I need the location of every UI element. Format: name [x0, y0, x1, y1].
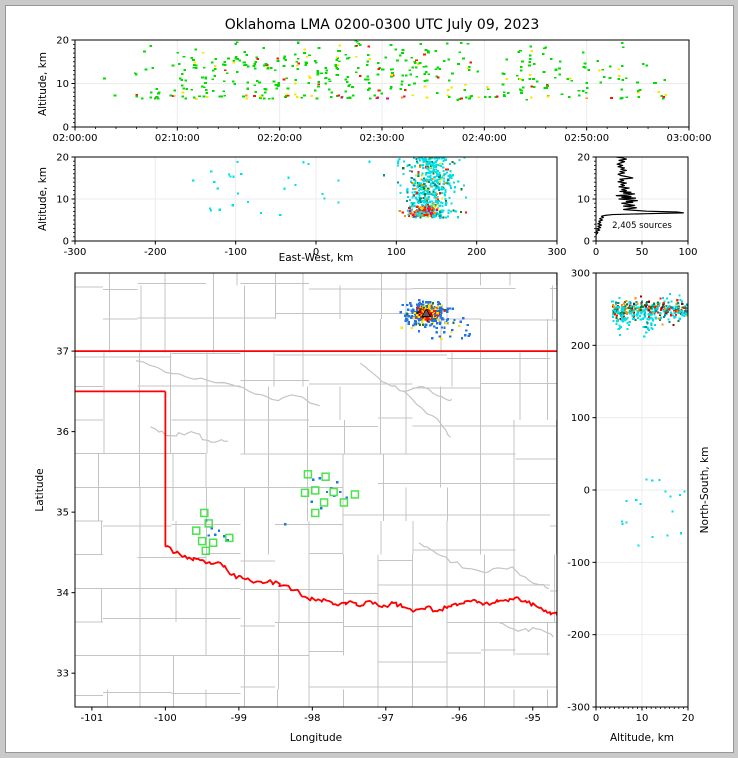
x-tick-label: 100: [678, 247, 697, 258]
x-tick-label: -300: [64, 247, 87, 258]
x-tick-label: 03:00:00: [667, 133, 712, 144]
ns-height-panel: 0 10 20 -300 -200 -100 0 100 200 300: [567, 269, 694, 725]
time-height-y-axis-label: Altitude, km: [37, 52, 49, 116]
figure-title: Oklahoma LMA 0200-0300 UTC July 09, 2023: [225, 17, 540, 33]
time_height-content: [103, 40, 668, 101]
ew-height-panel: -300 -200 -100 0 100 200 300 0 10 20: [56, 153, 566, 259]
x-tick-label: -95: [525, 713, 541, 724]
y-tick-label: 0: [63, 123, 69, 134]
x-tick-label: 20: [682, 713, 695, 724]
x-tick-label: 02:20:00: [257, 133, 302, 144]
y-tick-label: 33: [56, 669, 69, 680]
source-points: [103, 40, 668, 101]
altitude-histogram-line: [596, 157, 685, 241]
axis-ticks: -101 -100 -99 -98 -97 -96 -95 33 34 35 36 37: [56, 347, 541, 724]
x-tick-label: 02:00:00: [53, 133, 98, 144]
x-tick-label: -97: [378, 713, 394, 724]
y-tick-label: -100: [567, 558, 590, 569]
y-tick-label: 20: [577, 153, 590, 164]
axis-ticks: 0 10 20 -300 -200 -100 0 100 200 300: [567, 269, 694, 725]
source-points: [611, 292, 688, 547]
river-lines: [135, 360, 554, 638]
map-x-axis-label: Longitude: [290, 732, 342, 744]
x-tick-label: -96: [451, 713, 467, 724]
x-tick-label: 100: [387, 247, 406, 258]
y-tick-label: 300: [571, 269, 590, 280]
x-tick-label: -101: [81, 713, 104, 724]
source-points: [192, 157, 467, 219]
ew-height-y-axis-label: Altitude, km: [37, 167, 49, 231]
figure-canvas: [5, 5, 734, 753]
map-content: [75, 273, 557, 707]
ew_height-content: [192, 157, 467, 219]
y-tick-label: -300: [567, 703, 590, 714]
low-rate-source-dots: [205, 477, 349, 542]
x-tick-label: 0: [593, 713, 599, 724]
triangle-marker: [421, 308, 432, 317]
y-tick-label: 20: [56, 153, 69, 164]
x-tick-label: 300: [547, 247, 566, 258]
axis-ticks: 02:00:00 02:10:00 02:20:00 02:30:00 02:40:00…: [53, 36, 712, 145]
x-tick-label: 02:40:00: [462, 133, 507, 144]
x-tick-label: 0: [313, 247, 319, 258]
y-tick-label: 0: [584, 237, 590, 248]
y-tick-label: 36: [56, 427, 69, 438]
y-tick-label: 20: [56, 36, 69, 47]
y-tick-label: -200: [567, 630, 590, 641]
x-tick-label: 0: [593, 247, 599, 258]
source-count-annotation: 2,405 sources: [612, 221, 672, 231]
ns_height-content: [611, 292, 688, 547]
x-tick-label: 02:10:00: [155, 133, 200, 144]
x-tick-label: -100: [154, 713, 177, 724]
y-tick-label: 10: [56, 79, 69, 90]
y-tick-label: 34: [56, 588, 69, 599]
y-tick-label: 0: [63, 237, 69, 248]
y-tick-label: 200: [571, 341, 590, 352]
y-tick-label: 0: [584, 486, 590, 497]
map-panel: -101 -100 -99 -98 -97 -96 -95 33 34 35 36 37: [56, 272, 558, 724]
x-tick-label: -98: [304, 713, 320, 724]
ew-height-x-axis-label: East-West, km: [279, 252, 354, 264]
x-tick-label: -99: [231, 713, 247, 724]
county-boundaries: [75, 273, 557, 707]
ns-height-y-axis-label: North-South, km: [699, 447, 711, 534]
y-tick-label: 10: [56, 195, 69, 206]
x-tick-label: -200: [144, 247, 167, 258]
x-tick-label: 02:50:00: [564, 133, 609, 144]
x-tick-label: -100: [224, 247, 247, 258]
state-border-lines: [75, 350, 557, 616]
axis-ticks: -300 -200 -100 0 100 200 300 0 10 20: [56, 153, 566, 259]
x-tick-label: 10: [636, 713, 649, 724]
y-tick-label: 100: [571, 413, 590, 424]
x-tick-label: 50: [636, 247, 649, 258]
y-tick-label: 37: [56, 347, 69, 358]
map-y-axis-label: Latitude: [34, 468, 46, 511]
altitude-histogram-panel: 2,405 sources 0 50 100 0 10 20: [577, 153, 697, 259]
ns-height-x-axis-label: Altitude, km: [610, 732, 674, 744]
lma-station-markers: [191, 470, 360, 556]
x-tick-label: 200: [467, 247, 486, 258]
alt_histogram-content: [596, 157, 685, 241]
y-tick-label: 35: [56, 508, 69, 519]
axis-ticks: 0 50 100 0 10 20: [577, 153, 697, 259]
x-tick-label: 02:30:00: [360, 133, 405, 144]
y-tick-label: 10: [577, 195, 590, 206]
time-height-panel: 02:00:00 02:10:00 02:20:00 02:30:00 02:40:00…: [53, 36, 712, 145]
